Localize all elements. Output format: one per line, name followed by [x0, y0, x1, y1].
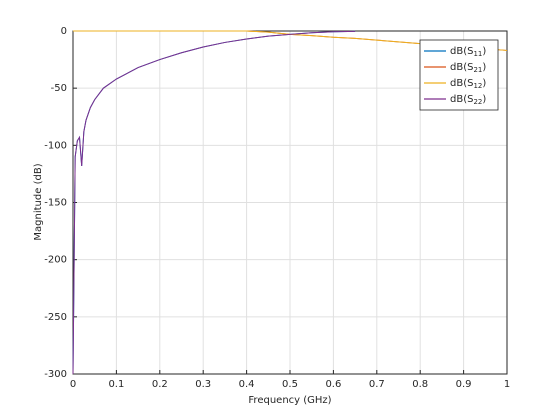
legend-label-part: 12 — [473, 82, 482, 90]
x-tick-label: 0 — [70, 379, 76, 390]
legend-label-part: ) — [482, 46, 486, 57]
x-tick-label: 0.2 — [152, 379, 168, 390]
x-tick-label: 0.3 — [195, 379, 211, 390]
y-tick-label: -200 — [44, 255, 67, 266]
legend-label-part: dB(S — [450, 94, 473, 105]
x-tick-label: 0.5 — [282, 379, 298, 390]
legend-label-part: ) — [482, 78, 486, 89]
y-tick-label: -50 — [51, 83, 67, 94]
x-tick-label: 0.8 — [412, 379, 428, 390]
legend-box — [419, 39, 499, 111]
x-tick-label: 0.6 — [325, 379, 341, 390]
series-line — [73, 30, 508, 51]
x-axis-label: Frequency (GHz) — [248, 395, 331, 406]
y-tick-label: 0 — [61, 26, 67, 37]
legend-label: dB(S22) — [450, 94, 486, 106]
legend-label-part: 11 — [473, 50, 482, 58]
y-tick-label: -100 — [44, 140, 67, 151]
x-tick-label: 0.7 — [369, 379, 385, 390]
legend-label-part: dB(S — [450, 62, 473, 73]
x-tick-label: 0.4 — [239, 379, 255, 390]
x-tick-label: 0.9 — [456, 379, 472, 390]
legend-label-part: 22 — [473, 98, 482, 106]
x-tick-label: 1 — [504, 379, 510, 390]
y-tick-label: -150 — [44, 198, 67, 209]
x-tick-label: 0.1 — [108, 379, 124, 390]
legend-label-part: 21 — [473, 66, 482, 74]
y-tick-label: -250 — [44, 312, 67, 323]
legend-label: dB(S12) — [450, 78, 486, 90]
series-line — [72, 30, 356, 375]
y-axis-label: Magnitude (dB) — [33, 163, 44, 240]
axes-box — [72, 30, 508, 375]
legend-label: dB(S21) — [450, 62, 486, 74]
legend-label: dB(S11) — [450, 46, 486, 58]
legend-label-part: dB(S — [450, 78, 473, 89]
legend-label-part: ) — [482, 62, 486, 73]
legend-label-part: ) — [482, 94, 486, 105]
y-tick-label: -300 — [44, 369, 67, 380]
legend-label-part: dB(S — [450, 46, 473, 57]
